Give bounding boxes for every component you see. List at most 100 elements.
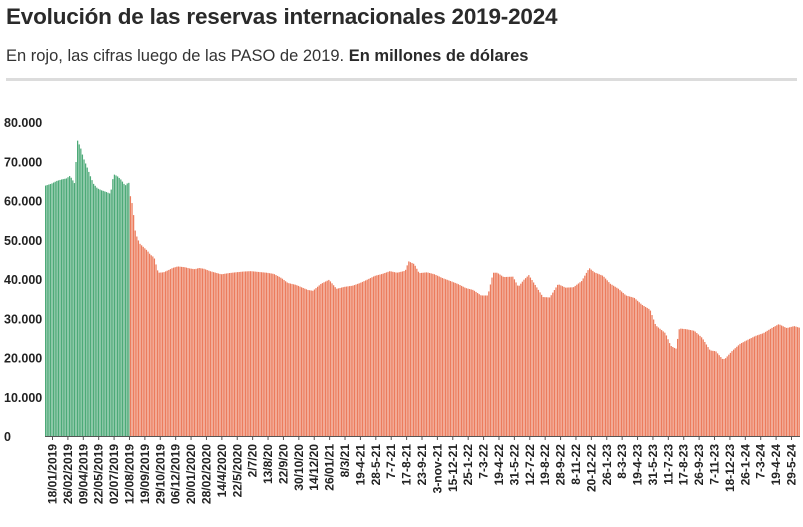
data-bar [297,285,300,436]
data-bar [728,354,730,436]
y-tick-label: 50.000 [4,234,42,248]
data-bar [544,297,546,436]
data-bar [451,281,453,436]
x-tick-label: 06/12/2019 [169,444,183,504]
data-bar [70,177,72,436]
data-bar [787,327,789,436]
data-bar [128,182,130,436]
data-bar [206,270,208,436]
data-bar [741,343,743,436]
data-bar [216,273,218,436]
data-bar [189,268,191,436]
data-bar [51,183,53,436]
data-bar [765,331,767,436]
data-bar [462,286,464,436]
data-bar [112,179,114,436]
data-bar [536,287,538,436]
data-bar [480,295,482,436]
data-bar [281,278,284,436]
x-tick-label: 19-4-22 [492,444,506,486]
data-bar [158,272,160,436]
data-bar [779,324,781,436]
data-bar [563,286,565,436]
data-bar [512,276,514,436]
data-bar [187,268,189,436]
data-bar [401,271,404,436]
x-tick-label: 14/4/2020 [215,444,229,498]
data-bar [545,297,548,436]
data-bar [766,330,768,436]
data-bar [94,185,96,436]
data-bar [229,273,231,436]
data-bar [337,288,340,436]
data-bar [45,185,47,436]
data-bar [203,268,205,436]
data-bar [184,267,186,436]
data-bar [57,180,60,436]
x-tick-label: 15-12-21 [446,444,460,492]
data-bar [785,327,788,436]
x-tick-label: 12/08/2019 [123,444,137,504]
data-bar [285,281,287,436]
x-tick-label: 28/02/2020 [200,444,214,504]
data-bar [307,289,309,436]
data-bar [664,332,666,436]
data-bar [659,328,661,436]
x-tick-label: 17-8-23 [677,444,691,486]
data-bar [219,273,221,436]
data-bar [302,287,304,436]
bars-group [45,140,800,437]
data-bar [197,268,199,436]
data-bar [201,268,204,436]
data-bar [721,358,724,436]
data-bar [568,287,570,436]
data-bar [525,278,527,436]
data-bar [419,273,421,436]
data-bar [569,287,572,436]
data-bar [53,182,55,436]
data-bar [459,285,461,436]
data-bar [437,275,439,436]
data-bar [494,272,496,436]
data-bar [590,269,592,436]
x-tick-label: 7-3-24 [754,444,768,479]
data-bar [352,285,354,436]
data-bar [625,295,628,436]
data-bar [533,282,535,436]
data-bar [139,243,141,436]
data-bar [376,275,378,436]
data-bar [467,288,469,436]
x-tick-label: 22/5/2020 [230,444,244,498]
x-tick-label: 02/07/2019 [107,444,121,504]
data-bar [672,346,674,436]
data-bar [403,271,405,436]
data-bar [365,280,367,436]
data-bar [445,279,447,436]
data-bar [209,271,212,436]
x-tick-label: 19-4-24 [769,444,783,486]
data-bar [763,332,765,436]
data-bar [726,356,728,436]
data-bar [472,289,474,436]
data-bar [798,327,800,436]
data-bar [249,271,252,436]
data-bar [102,190,104,436]
data-bar [693,330,695,436]
data-bar [718,355,720,436]
data-bar [509,276,511,436]
data-bar [432,273,434,436]
x-tick-label: 19-8-22 [538,444,552,486]
data-bar [83,159,85,436]
data-bar [371,277,373,436]
data-bar [64,178,66,437]
data-bar [131,203,133,436]
x-axis: 18/01/2019 26/02/2019 09/04/2019 22/05/2019… [45,436,800,504]
data-bar [149,253,151,436]
data-bar [317,286,319,436]
data-bar [582,278,584,436]
data-bar [661,330,663,436]
data-bar [486,295,488,436]
x-tick-label: 7-11-23 [708,444,722,485]
data-bar [232,272,234,436]
data-bar [363,281,365,436]
